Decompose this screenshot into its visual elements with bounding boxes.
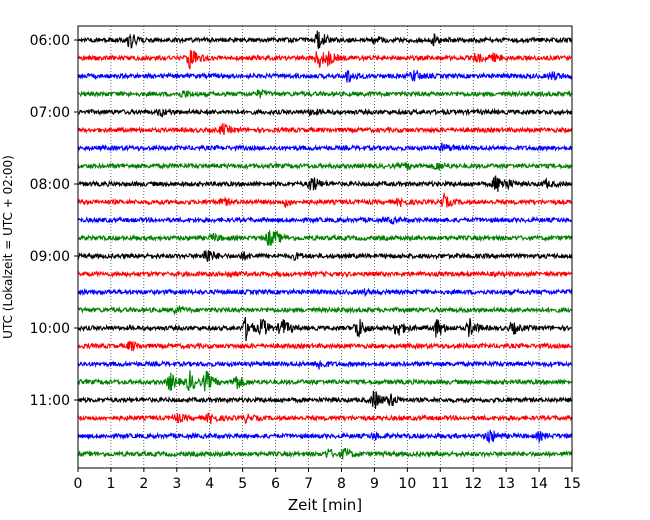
seismic-trace bbox=[77, 141, 573, 153]
seismic-trace bbox=[77, 175, 573, 193]
seismic-trace bbox=[77, 229, 573, 247]
x-tick-label: 2 bbox=[139, 476, 148, 492]
y-tick-label: 09:00 bbox=[30, 249, 70, 265]
y-tick-label: 06:00 bbox=[30, 33, 70, 49]
seismic-trace bbox=[77, 215, 573, 226]
x-tick-label: 0 bbox=[74, 476, 83, 492]
seismic-trace bbox=[77, 340, 573, 352]
seismic-trace bbox=[77, 88, 573, 99]
y-axis-label: UTC (Lokalzeit = UTC + 02:00) bbox=[1, 155, 15, 339]
x-tick-label: 13 bbox=[497, 476, 515, 492]
seismic-trace bbox=[77, 412, 573, 425]
seismic-trace bbox=[77, 304, 573, 316]
seismic-trace bbox=[77, 390, 573, 410]
seismic-trace bbox=[77, 316, 573, 342]
seismic-trace bbox=[77, 447, 573, 460]
y-tick-label: 10:00 bbox=[30, 321, 70, 337]
seismic-trace bbox=[78, 107, 573, 119]
y-tick-label: 07:00 bbox=[30, 105, 70, 121]
seismic-trace bbox=[77, 161, 573, 171]
x-tick-label: 12 bbox=[464, 476, 482, 492]
seismic-trace bbox=[77, 429, 573, 445]
x-tick-label: 3 bbox=[172, 476, 181, 492]
x-axis-label: Zeit [min] bbox=[288, 496, 362, 514]
x-tick-label: 11 bbox=[431, 476, 449, 492]
y-tick-label: 11:00 bbox=[30, 393, 70, 409]
seismic-trace bbox=[77, 359, 573, 370]
x-tick-label: 5 bbox=[238, 476, 247, 492]
seismic-trace bbox=[77, 287, 573, 298]
seismic-trace bbox=[77, 250, 573, 263]
seismic-trace bbox=[77, 30, 573, 49]
x-tick-label: 10 bbox=[398, 476, 416, 492]
x-tick-label: 6 bbox=[271, 476, 280, 492]
x-axis: 0 1 2 3 4 5 6 7 8 9 10 11 12 13 14 15 bbox=[74, 468, 581, 492]
x-tick-label: 15 bbox=[563, 476, 581, 492]
x-tick-label: 14 bbox=[530, 476, 548, 492]
x-tick-label: 7 bbox=[304, 476, 313, 492]
x-tick-label: 1 bbox=[106, 476, 115, 492]
plot-frame bbox=[77, 25, 573, 469]
seismic-trace bbox=[77, 122, 573, 136]
x-tick-label: 4 bbox=[205, 476, 214, 492]
seismic-trace bbox=[77, 191, 573, 208]
seismic-trace bbox=[77, 69, 573, 83]
y-tick-label: 08:00 bbox=[30, 177, 70, 193]
seismic-trace bbox=[77, 269, 573, 279]
trace-layer bbox=[77, 30, 573, 460]
seismic-trace bbox=[77, 50, 573, 70]
x-tick-label: 9 bbox=[370, 476, 379, 492]
x-tick-label: 8 bbox=[337, 476, 346, 492]
seismic-trace bbox=[77, 370, 573, 392]
y-axis: 06:00 07:00 08:00 09:00 10:00 11:00 bbox=[30, 33, 78, 409]
